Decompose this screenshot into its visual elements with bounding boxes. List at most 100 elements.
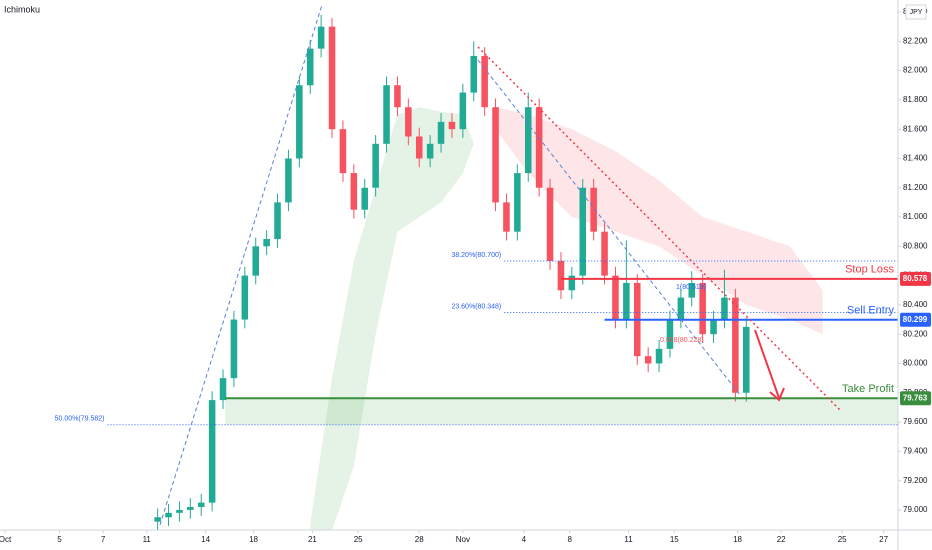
indicator-name: Ichimoku: [4, 4, 40, 14]
y-tick-label: 81.600: [903, 124, 928, 133]
x-tick-label: 4: [522, 535, 527, 544]
x-tick-label: Oct: [0, 535, 12, 544]
y-tick-label: 81.200: [903, 183, 928, 192]
x-tick-label: 7: [101, 535, 106, 544]
candle-body: [361, 187, 369, 210]
candle-body: [415, 136, 423, 159]
level-name: Sell Entry: [847, 305, 895, 317]
x-tick-label: 21: [308, 535, 317, 544]
y-tick-label: 80.200: [903, 329, 928, 338]
trend-line: [477, 59, 741, 396]
y-tick-label: 80.400: [903, 300, 928, 309]
fib-label: 23.60%(80.348): [451, 303, 501, 310]
candle-body: [677, 297, 685, 320]
x-tick-label: 18: [733, 535, 742, 544]
x-tick-label: 11: [624, 535, 633, 544]
x-tick-label: 18: [249, 535, 258, 544]
candle-body: [350, 173, 358, 210]
candle-body: [568, 275, 576, 291]
y-tick-label: 80.000: [903, 359, 928, 368]
arrow-head: [769, 387, 785, 402]
candle-body: [644, 356, 652, 364]
candle-body: [317, 26, 325, 49]
x-tick-label: 27: [879, 535, 888, 544]
level-name: Take Profit: [842, 383, 894, 395]
candle-body: [339, 129, 347, 174]
candle-body: [176, 509, 183, 513]
ichimoku-cloud: [495, 107, 823, 335]
candle-body: [524, 107, 532, 174]
candle-body: [612, 275, 619, 320]
x-tick-label: 25: [838, 535, 847, 544]
fib-annotation: 1(80.519): [676, 284, 706, 291]
x-tick-label: 5: [57, 535, 62, 544]
resistance-line: [477, 46, 841, 411]
candle-body: [437, 121, 445, 144]
fib-label: 38.20%(80.700): [451, 252, 501, 259]
forecast-arrow: [754, 329, 780, 399]
candle-body: [470, 55, 478, 93]
level-name: Stop Loss: [845, 264, 894, 276]
take-profit-zone: [225, 398, 898, 425]
currency-box: [905, 4, 927, 20]
candle-body: [208, 400, 216, 503]
candle-body: [732, 297, 739, 393]
candle-body: [306, 48, 314, 86]
candle-body: [481, 55, 488, 108]
candle-body: [742, 326, 750, 393]
candle-body: [296, 85, 303, 159]
price-badge-label: 80.299: [903, 315, 928, 324]
candle-body: [394, 85, 401, 108]
candle-body: [557, 260, 565, 291]
candle-body: [503, 202, 510, 232]
candle-body: [219, 378, 227, 401]
x-tick-label: 15: [670, 535, 679, 544]
candle-body: [623, 282, 630, 320]
x-tick-label: 22: [777, 535, 786, 544]
candle-body: [165, 512, 172, 518]
candle-body: [721, 297, 728, 320]
candle-body: [601, 231, 608, 276]
candle-body: [492, 107, 499, 203]
candle-body: [655, 348, 663, 364]
price-badge-label: 79.763: [903, 393, 928, 402]
candle-body: [252, 246, 260, 276]
candle-body: [285, 158, 292, 203]
y-tick-label: 81.000: [903, 212, 928, 221]
y-tick-label: 79.200: [903, 476, 928, 485]
x-tick-label: 28: [415, 535, 424, 544]
y-tick-label: 79.600: [903, 417, 928, 426]
candle-body: [514, 173, 521, 232]
y-tick-label: 81.400: [903, 154, 928, 163]
candle-body: [328, 26, 336, 130]
candle-body: [459, 92, 467, 130]
candle-body: [699, 282, 706, 335]
x-tick-label: 11: [143, 535, 152, 544]
candle-body: [154, 517, 161, 522]
y-tick-label: 80.800: [903, 241, 928, 250]
candle-body: [263, 239, 270, 247]
x-tick-label: 14: [201, 535, 210, 544]
candle-body: [590, 187, 597, 232]
candle-body: [274, 202, 281, 240]
candle-body: [383, 85, 390, 144]
candle-body: [710, 319, 717, 335]
y-tick-label: 82.200: [903, 36, 928, 45]
candle-body: [230, 319, 238, 379]
candle-body: [535, 107, 543, 188]
y-tick-label: 79.000: [903, 505, 928, 514]
price-badge: [900, 391, 931, 406]
candle-body: [688, 282, 696, 298]
fib-annotation: 0.618(80.228): [660, 337, 704, 344]
candle-body: [546, 187, 554, 261]
candle-body: [579, 187, 587, 276]
price-badge: [900, 271, 931, 286]
price-badge: [900, 312, 931, 327]
candle-body: [426, 143, 434, 159]
price-badge-label: 80.578: [903, 274, 928, 283]
candle-body: [405, 107, 412, 137]
candle-body: [666, 319, 674, 349]
candle-body: [448, 121, 456, 130]
